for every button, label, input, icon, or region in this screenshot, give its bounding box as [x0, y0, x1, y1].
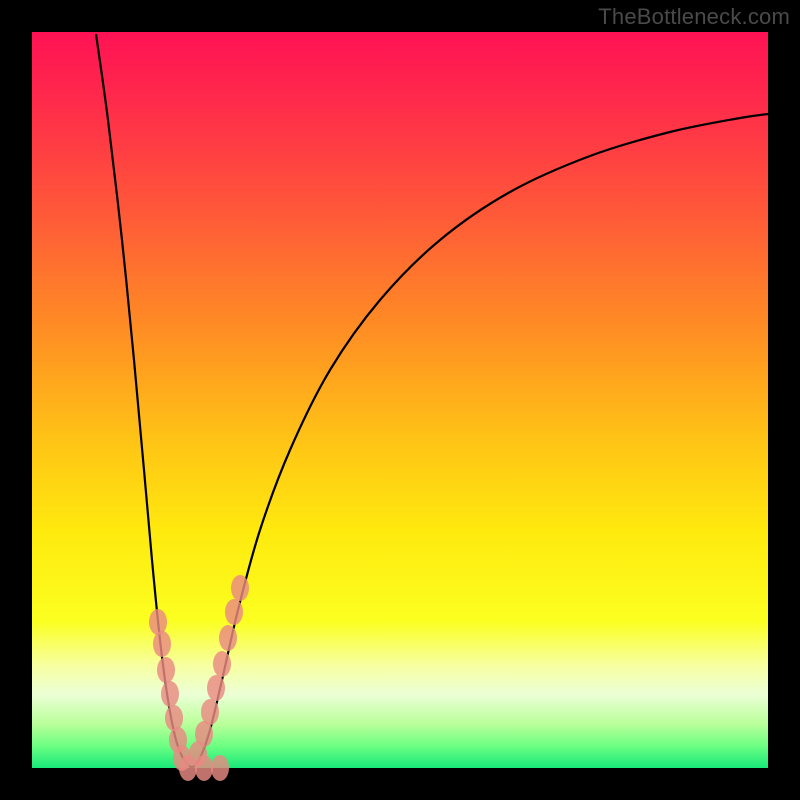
bottleneck-chart-svg [0, 0, 800, 800]
data-point [165, 705, 183, 731]
data-point [213, 651, 231, 677]
data-point [219, 625, 237, 651]
data-point [157, 657, 175, 683]
watermark-text: TheBottleneck.com [598, 4, 790, 30]
chart-root: TheBottleneck.com [0, 0, 800, 800]
data-point [225, 599, 243, 625]
data-point [201, 699, 219, 725]
data-point [153, 631, 171, 657]
data-point [207, 675, 225, 701]
data-point [161, 681, 179, 707]
plot-background [32, 32, 768, 768]
data-point [149, 609, 167, 635]
data-point [231, 575, 249, 601]
data-point [211, 755, 229, 781]
